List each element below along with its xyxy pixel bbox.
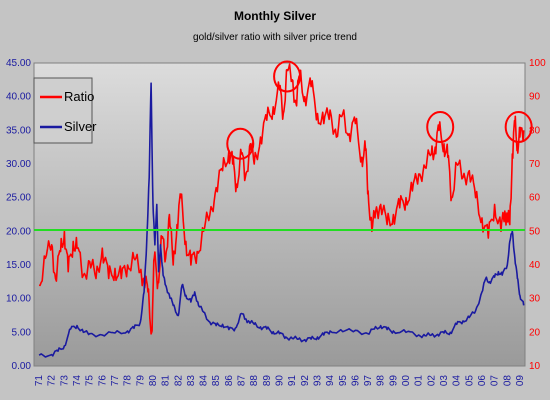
x-tick-label: 86 (224, 375, 235, 387)
right-tick-label: 40 (529, 260, 541, 271)
left-axis: 0.00 5.00 10.00 15.00 20.00 25.00 30.00 35.00 40… (6, 58, 31, 372)
x-tick-label: 78 (123, 375, 134, 387)
x-tick-label: 09 (515, 375, 526, 387)
x-tick-label: 85 (211, 375, 222, 387)
annotation-circle (426, 110, 455, 143)
right-tick-label: 10 (529, 361, 541, 372)
chart-title: Monthly Silver (234, 9, 316, 23)
x-tick-label: 06 (477, 375, 488, 387)
x-tick-label: 95 (338, 375, 349, 387)
plot-area (33, 62, 526, 367)
annotation-circle (273, 60, 302, 93)
x-tick-label: 80 (148, 375, 159, 387)
x-tick-label: 79 (135, 375, 146, 387)
x-axis: 71 72 73 74 75 76 77 78 79 80 81 82 83 84 85 86 87 88 89 90… (34, 375, 526, 387)
series-line-ratio (38, 63, 525, 335)
x-tick-label: 84 (199, 375, 210, 387)
x-tick-label: 92 (300, 375, 311, 387)
chart-subtitle: gold/silver ratio with silver price tren… (193, 32, 357, 43)
left-tick-label: 5.00 (12, 327, 32, 338)
right-tick-label: 60 (529, 193, 541, 204)
right-tick-label: 30 (529, 294, 541, 305)
right-tick-label: 90 (529, 92, 541, 103)
left-tick-label: 0.00 (12, 361, 32, 372)
x-tick-label: 82 (173, 375, 184, 387)
x-tick-label: 07 (490, 375, 501, 387)
x-tick-label: 96 (350, 375, 361, 387)
left-tick-label: 10.00 (6, 294, 31, 305)
x-tick-label: 89 (262, 375, 273, 387)
x-tick-label: 91 (287, 375, 298, 387)
x-tick-label: 90 (275, 375, 286, 387)
left-tick-label: 30.00 (6, 159, 31, 170)
x-tick-label: 88 (249, 375, 260, 387)
right-tick-label: 20 (529, 327, 541, 338)
x-tick-label: 99 (388, 375, 399, 387)
x-tick-label: 72 (47, 375, 58, 387)
left-tick-label: 15.00 (6, 260, 31, 271)
left-tick-label: 35.00 (6, 125, 31, 136)
left-tick-label: 20.00 (6, 226, 31, 237)
legend-label-silver: Silver (64, 119, 97, 134)
right-tick-label: 80 (529, 125, 541, 136)
annotation-layer (226, 60, 533, 160)
x-tick-label: 87 (237, 375, 248, 387)
x-tick-label: 05 (464, 375, 475, 387)
x-tick-label: 77 (110, 375, 121, 387)
series-line-silver (38, 82, 525, 358)
x-tick-label: 98 (376, 375, 387, 387)
x-tick-label: 93 (312, 375, 323, 387)
x-tick-label: 02 (426, 375, 437, 387)
right-tick-label: 50 (529, 226, 541, 237)
x-tick-label: 81 (161, 375, 172, 387)
right-tick-label: 100 (529, 58, 546, 69)
x-tick-label: 97 (363, 375, 374, 387)
right-tick-label: 70 (529, 159, 541, 170)
legend-label-ratio: Ratio (64, 89, 94, 104)
x-tick-label: 73 (59, 375, 70, 387)
series-layer (38, 63, 525, 358)
x-tick-label: 00 (401, 375, 412, 387)
annotation-circle (226, 127, 255, 160)
annotation-circle (504, 110, 533, 143)
legend-box (33, 77, 93, 144)
left-tick-label: 40.00 (6, 92, 31, 103)
x-tick-label: 71 (34, 375, 45, 387)
left-tick-label: 25.00 (6, 193, 31, 204)
x-tick-label: 01 (414, 375, 425, 387)
x-tick-label: 08 (502, 375, 513, 387)
x-tick-label: 04 (452, 375, 463, 387)
x-tick-label: 94 (325, 375, 336, 387)
x-tick-label: 83 (186, 375, 197, 387)
right-axis: 10 20 30 40 50 60 70 80 90 100 (529, 58, 546, 372)
left-tick-label: 45.00 (6, 58, 31, 69)
x-tick-label: 74 (72, 375, 83, 387)
legend: Ratio Silver (33, 77, 97, 144)
x-tick-label: 03 (439, 375, 450, 387)
x-tick-label: 75 (85, 375, 96, 387)
x-tick-label: 76 (97, 375, 108, 387)
